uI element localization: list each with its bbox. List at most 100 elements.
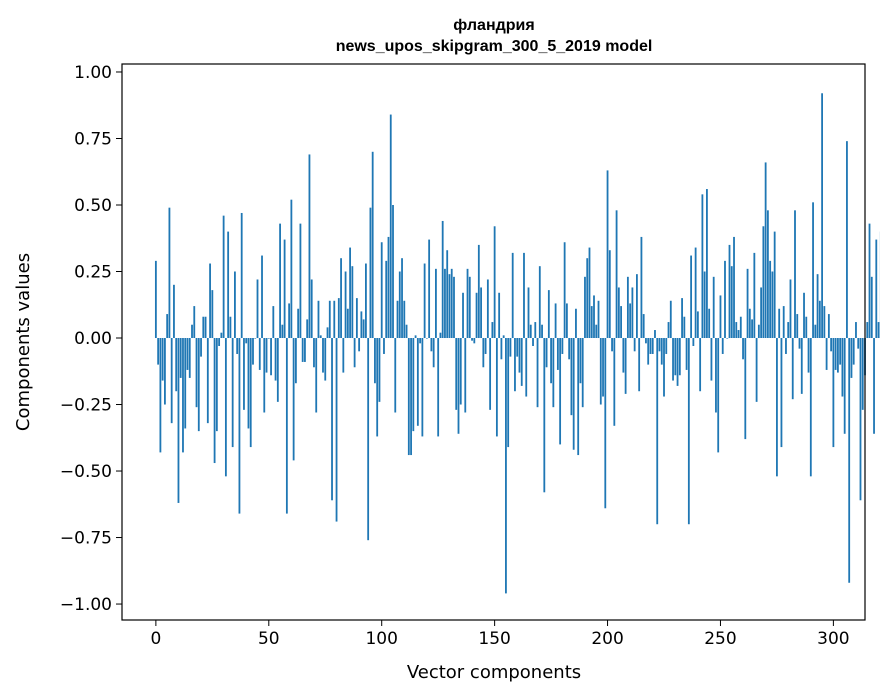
bar-86 [349,247,351,339]
bar-124 [435,268,437,339]
bar-180 [561,338,564,354]
bar-228 [669,300,672,339]
bar-305 [843,338,846,434]
bar-84 [344,271,347,339]
bar-319 [875,239,878,339]
bar-162 [520,338,523,386]
bar-271 [766,210,769,339]
bar-292 [814,324,817,339]
bar-138 [466,268,469,339]
bar-103 [387,236,390,339]
bar-212 [633,338,636,352]
bar-151 [495,338,498,437]
plot-frame [121,63,866,621]
bar-227 [667,322,670,339]
bar-106 [394,338,397,413]
bar-207 [622,338,625,373]
bar-214 [638,338,641,392]
bar-51 [270,338,272,376]
bar-62 [294,338,297,384]
bar-149 [491,322,494,339]
bar-83 [342,338,345,373]
bar-282 [791,338,794,400]
bar-231 [676,338,679,386]
bar-186 [575,308,577,339]
bar-216 [642,314,645,339]
bar-247 [712,276,715,339]
bar-19 [197,338,200,432]
bar-56 [281,324,284,339]
bar-277 [780,338,783,448]
bar-25 [211,290,214,339]
x-tick-label: 150 [478,629,510,649]
bar-28 [218,338,221,346]
bar-8 [173,284,175,339]
y-tick-label: 0.00 [74,329,112,349]
bar-197 [599,338,602,405]
bar-59 [288,303,291,339]
bar-142 [475,292,478,338]
bar-23 [206,338,209,424]
bar-257 [735,322,738,339]
bar-50 [267,338,270,339]
x-tick-label: 100 [365,629,397,649]
bar-158 [511,252,514,339]
x-tick-label: 300 [817,629,849,649]
bar-89 [355,298,358,339]
bar-130 [448,274,451,339]
bar-125 [437,338,440,437]
bar-73 [319,335,322,339]
bar-52 [272,306,275,339]
bar-320 [877,322,880,339]
bar-99 [378,338,381,402]
bar-110 [403,300,406,339]
bar-133 [455,338,458,410]
bar-88 [353,338,356,368]
bar-242 [701,194,704,339]
bar-191 [586,258,589,339]
bar-263 [748,308,751,339]
bar-20 [200,338,202,357]
chart-title: фландрия [453,17,534,34]
bar-170 [538,266,541,339]
bar-182 [565,303,568,339]
bar-113 [410,338,412,456]
bar-58 [285,338,288,514]
bar-274 [773,231,776,339]
bar-195 [595,324,598,339]
bar-136 [462,292,464,338]
bar-268 [760,287,763,339]
bar-146 [484,338,487,354]
bar-30 [222,215,225,339]
bar-217 [645,338,647,344]
bar-98 [376,338,379,437]
bar-281 [789,279,792,339]
bar-260 [742,338,744,360]
bar-251 [721,338,724,354]
bar-91 [360,311,363,339]
bar-309 [852,338,855,365]
bar-208 [624,338,627,394]
bar-79 [333,300,336,339]
bar-291 [812,202,814,338]
bar-1 [157,338,160,365]
bar-215 [640,236,643,339]
bar-44 [254,338,257,339]
bar-117 [419,338,422,344]
bar-167 [532,338,534,346]
bar-220 [651,338,654,354]
bar-2 [159,338,162,453]
bar-258 [737,330,740,339]
bar-275 [776,338,778,477]
bar-229 [672,338,674,381]
bar-65 [301,338,304,362]
bar-318 [873,338,875,434]
bar-123 [432,338,435,368]
bar-61 [292,338,295,461]
bar-55 [279,223,281,339]
chart-subtitle: news_upos_skipgram_300_5_2019 model [336,38,653,55]
bar-3 [161,338,164,381]
y-axis-label: Components values [13,253,34,431]
bar-119 [423,263,426,339]
